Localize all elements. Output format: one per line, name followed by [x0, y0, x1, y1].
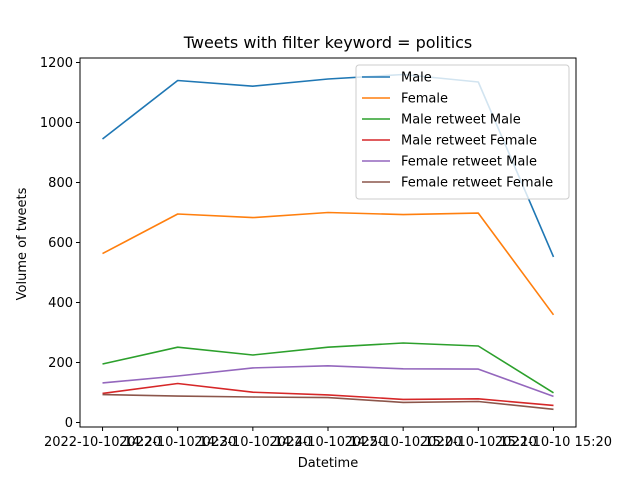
chart-title: Tweets with filter keyword = politics	[183, 33, 473, 52]
x-tick-label: 2022-10-10 14:50	[269, 435, 386, 450]
legend-label-4: Female retweet Male	[401, 155, 537, 170]
x-tick-label: 2022-10-10 14:40	[194, 435, 311, 450]
y-tick-label: 200	[48, 356, 73, 371]
legend-label-5: Female retweet Female	[401, 176, 553, 191]
x-tick-label: 2022-10-10 14:30	[119, 435, 236, 450]
y-axis-title: Volume of tweets	[15, 187, 30, 300]
y-tick-label: 600	[48, 236, 73, 251]
y-tick-label: 800	[48, 176, 73, 191]
x-tick-label: 2022-10-10 14:20	[44, 435, 161, 450]
legend-label-0: Male	[401, 71, 432, 86]
legend-label-2: Male retweet Male	[401, 113, 521, 128]
x-tick-label: 2022-10-10 15:20	[495, 435, 612, 450]
y-tick-label: 400	[48, 296, 73, 311]
x-tick-label: 2022-10-10 15:10	[420, 435, 537, 450]
x-axis-title: Datetime	[298, 456, 358, 471]
y-tick-label: 1200	[40, 56, 73, 71]
y-tick-label: 1000	[40, 116, 73, 131]
series-layer	[102, 73, 555, 411]
legend: Male Female Male retweet Male Male retweet …	[355, 64, 570, 200]
x-tick-label: 2022-10-10 15:00	[345, 435, 462, 450]
legend-frame	[355, 64, 570, 200]
legend-label-1: Female	[401, 92, 448, 107]
legend-label-3: Male retweet Female	[401, 134, 537, 149]
y-tick-label: 0	[65, 416, 73, 431]
